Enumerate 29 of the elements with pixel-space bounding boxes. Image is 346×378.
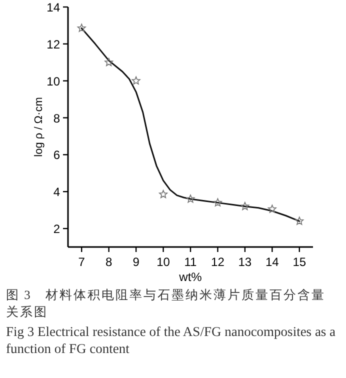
y-tick-label: 14 (46, 0, 60, 14)
x-tick-label: 14 (265, 255, 280, 269)
x-tick-label: 12 (211, 255, 225, 269)
point (159, 190, 168, 198)
x-tick-label: 11 (184, 255, 198, 269)
point (132, 76, 140, 85)
y-tick-label: 4 (53, 185, 60, 200)
point (213, 198, 222, 206)
x-tick-label: 10 (156, 255, 170, 269)
caption: 图 3 材料体积电阻率与石墨纳米薄片质量百分含量关系图 (6, 287, 326, 321)
y-tick-label: 8 (53, 111, 60, 126)
point (295, 216, 304, 225)
y-axis-title: log ρ / Ω·cm (33, 97, 45, 157)
point (77, 24, 86, 32)
point (186, 194, 195, 203)
y-tick-label: 2 (53, 222, 60, 236)
point (240, 202, 250, 210)
x-tick-label: 7 (78, 255, 86, 269)
y-tick-label: 10 (46, 74, 60, 88)
x-tick-label: 13 (238, 255, 252, 269)
point (104, 58, 114, 66)
x-axis-title: wt% (178, 270, 202, 284)
x-tick-label: 15 (292, 255, 306, 269)
x-tick-label: 9 (132, 255, 140, 269)
x-tick-label: 8 (105, 255, 112, 269)
caption: Fig 3 Electrical resistance of the AS/FG nanocomposites as a function of FG content (6, 323, 337, 357)
point (268, 204, 276, 213)
y-tick-label: 12 (46, 37, 60, 52)
y-tick-label: 6 (53, 148, 60, 162)
